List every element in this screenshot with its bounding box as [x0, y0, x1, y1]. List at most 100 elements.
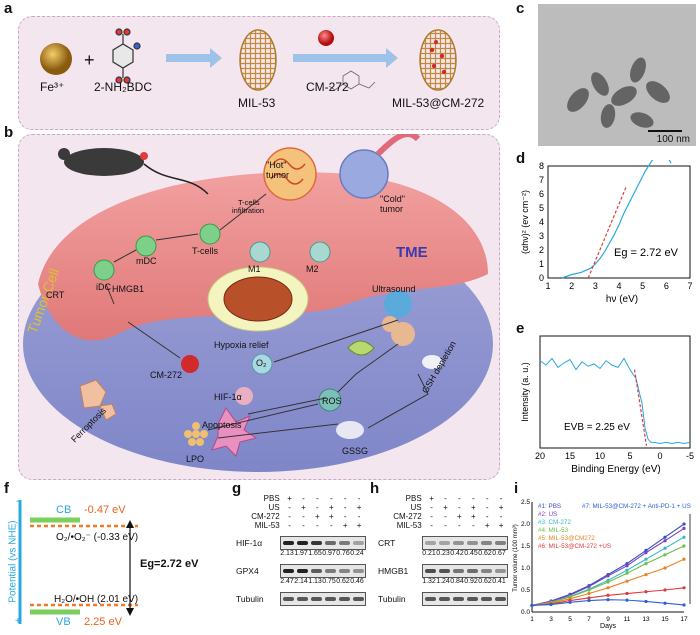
blot-band — [480, 541, 492, 545]
tangent-line — [633, 369, 648, 446]
hif-icon — [235, 387, 253, 405]
quant-row: 2.13 1.97 1.65 0.97 0.76 0.24 — [280, 550, 366, 558]
x-tick-label: 17 — [680, 616, 688, 623]
blot-band — [324, 541, 336, 545]
x-tick-label: 7 — [687, 281, 692, 291]
evb-annotation: EVB = 2.25 eV — [564, 422, 630, 433]
tangent-line — [587, 186, 627, 279]
panel-a-graphics — [40, 28, 457, 91]
treatment-sign: - — [316, 503, 319, 512]
cb-label: CB — [56, 504, 72, 516]
panel-label-h: h — [370, 480, 380, 497]
minus-sign: - — [16, 496, 20, 507]
m2-icon — [309, 241, 331, 263]
tcells-label: T-cells — [192, 246, 219, 256]
gssg-icon — [336, 421, 364, 439]
data-point — [682, 603, 686, 607]
treatment-label: MIL-53 — [254, 521, 280, 530]
blot-band-row: GPX4 — [236, 564, 366, 578]
treatment-row: MIL-53- - - - + + — [236, 521, 366, 530]
blot-band — [352, 597, 364, 601]
quant-value: 2.47 — [280, 578, 294, 585]
ultrasound-label: Ultrasound — [372, 284, 416, 294]
treatment-sign: + — [457, 512, 462, 521]
blot-band — [480, 597, 492, 601]
treatment-sign: - — [343, 512, 347, 521]
data-point — [587, 598, 591, 603]
y-tick-label: 8 — [539, 161, 544, 171]
quant-value: 0.41 — [492, 578, 506, 585]
blot-band — [424, 569, 436, 573]
legend-entry: #3: CM-272 — [538, 519, 571, 526]
mitochondria-icon — [347, 340, 375, 356]
data-point — [530, 603, 534, 607]
panel-label-f: f — [4, 480, 9, 497]
data-point — [606, 586, 610, 590]
blot-band — [466, 569, 478, 573]
data-point — [606, 598, 610, 602]
blot-band — [480, 569, 492, 573]
treatment-sign: + — [429, 494, 434, 503]
data-point — [663, 601, 667, 605]
x-tick-label: 0 — [657, 451, 662, 461]
treatment-sign: - — [316, 521, 319, 530]
treatment-sign: + — [356, 521, 362, 530]
mil53-icon — [239, 29, 277, 91]
quant-value: 0.92 — [464, 578, 478, 585]
x-axis-label: Binding Energy (eV) — [571, 464, 661, 475]
blot-strip — [422, 592, 508, 606]
legend-entry: #6: MIL-53@CM-272 +US — [538, 543, 611, 550]
quant-value: 1.97 — [294, 550, 308, 557]
blot-band — [296, 541, 308, 545]
treatment-sign: + — [356, 503, 362, 512]
blot-band — [296, 597, 308, 601]
x-tick-label: 3 — [549, 616, 553, 623]
data-point — [663, 553, 667, 557]
quant-value: 1.24 — [436, 578, 450, 585]
tumor-growth-plot: 1 3 5 7 9 11 13 15 170.00.51.01.52.02.5DaysTumor… — [513, 499, 691, 630]
treatment-row: PBS + - - - - - — [378, 494, 508, 503]
x-tick-label: 11 — [624, 616, 631, 623]
data-point — [682, 522, 686, 526]
y-tick-label: 1 — [539, 259, 544, 269]
quant-value: 0.46 — [350, 578, 364, 585]
x-tick-label: 1 — [545, 281, 550, 291]
treatment-label: PBS — [405, 494, 422, 503]
vb-label: VB — [56, 616, 71, 628]
treatment-row: US - + - + - + — [236, 503, 366, 512]
protein-label: GPX4 — [236, 566, 259, 576]
x-tick-label: 5 — [568, 616, 572, 623]
quant-value: 0.23 — [436, 550, 450, 557]
m2-label: M2 — [306, 264, 319, 274]
data-point — [663, 566, 667, 570]
y-tick-label: 1.5 — [521, 543, 530, 550]
data-point — [587, 584, 591, 589]
blot-band — [310, 569, 322, 573]
data-point — [587, 596, 591, 600]
treatment-sign: - — [499, 494, 503, 503]
data-point — [663, 546, 667, 550]
treatment-sign: + — [470, 512, 476, 521]
blot-band — [494, 597, 506, 601]
y-tick-label: 3 — [539, 231, 544, 241]
data-point — [587, 588, 591, 592]
idc-label: iDC — [96, 282, 111, 292]
y-tick-label: 0.5 — [521, 587, 530, 594]
treatment-row: CM-272- - + + - - — [236, 512, 366, 521]
bdc-label: 2-NH₂BDC — [94, 80, 152, 94]
quant-value: 0.67 — [492, 550, 506, 557]
treatment-sign: + — [315, 512, 320, 521]
blot-band — [438, 541, 450, 545]
panel-label-a: a — [4, 0, 13, 17]
data-point — [644, 599, 648, 604]
treatment-sign: - — [458, 521, 461, 530]
data-point — [682, 544, 686, 548]
crt-label: CRT — [46, 290, 65, 300]
panel-label-d: d — [516, 150, 526, 167]
data-point — [682, 586, 686, 590]
y-axis-label: (αhν)² (ev cm⁻²) — [520, 190, 530, 254]
x-tick-label: 7 — [587, 616, 591, 623]
nanoparticle-icon — [223, 276, 293, 322]
treatment-sign: - — [430, 503, 433, 512]
data-point — [625, 571, 629, 575]
